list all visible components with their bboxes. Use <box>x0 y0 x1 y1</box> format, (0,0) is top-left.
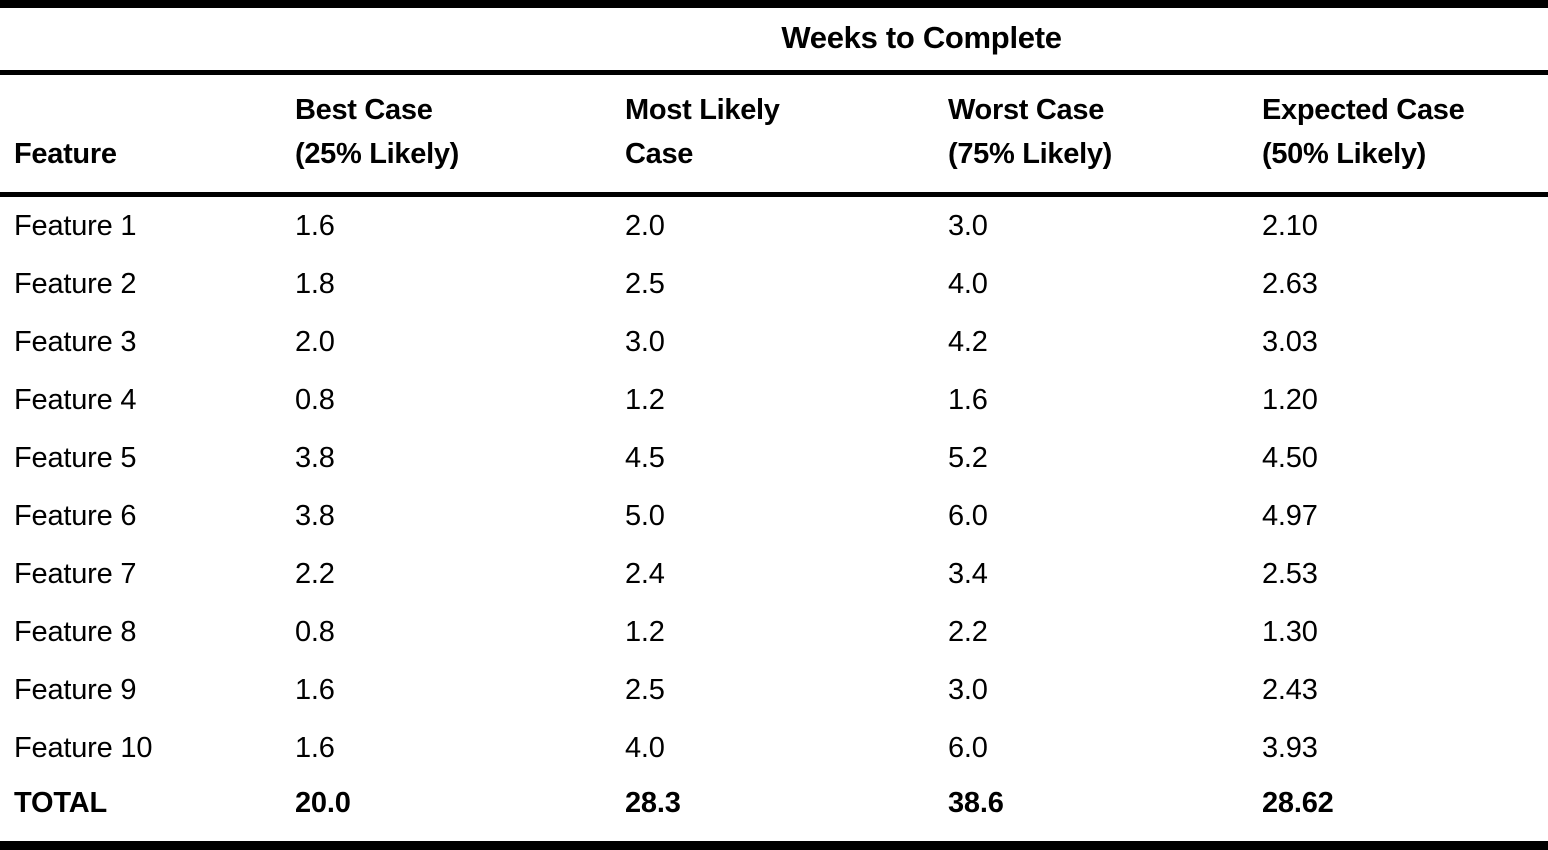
value-cell: 1.2 <box>625 383 665 416</box>
value-cell: 2.10 <box>1262 209 1318 242</box>
value-cell: 3.93 <box>1262 731 1318 764</box>
value-cell: 3.8 <box>295 499 335 532</box>
column-header-label: Expected Case <box>1262 94 1465 126</box>
value-cell: 2.5 <box>625 267 665 300</box>
column-header-sublabel: (50% Likely) <box>1262 137 1427 170</box>
feature-label: Feature 5 <box>14 441 137 474</box>
value-cell: 1.8 <box>295 267 335 300</box>
value-cell: 1.30 <box>1262 615 1318 648</box>
value-cell: 5.0 <box>625 499 665 532</box>
value-cell: 28.3 <box>625 777 948 850</box>
feature-label: Feature 7 <box>14 557 137 590</box>
value-cell: 6.0 <box>948 499 988 532</box>
value-cell: 2.2 <box>295 557 335 590</box>
column-header-label: Best Case <box>295 94 433 126</box>
value-cell: 1.6 <box>295 731 335 764</box>
value-cell: 4.97 <box>1262 499 1318 532</box>
value-cell: 1.2 <box>625 615 665 648</box>
total-label: TOTAL <box>0 777 295 850</box>
value-cell: 3.0 <box>625 325 665 358</box>
value-cell: 1.6 <box>295 209 335 242</box>
column-header-most-likely-case: Most Likely Case <box>625 72 948 197</box>
feature-label: Feature 9 <box>14 673 137 706</box>
column-header-row: Feature Best Case (25% Likely) Most Like… <box>0 72 1548 197</box>
value-cell: 2.63 <box>1262 267 1318 300</box>
table-row: Feature 8 0.8 1.2 2.2 1.30 <box>0 603 1548 661</box>
value-cell: 1.6 <box>948 383 988 416</box>
value-cell: 4.0 <box>625 731 665 764</box>
column-header-label: Feature <box>14 137 117 170</box>
table-title-row: Weeks to Complete <box>0 0 1548 75</box>
column-header-worst-case: Worst Case (75% Likely) <box>948 72 1262 197</box>
value-cell: 3.0 <box>948 673 988 706</box>
table-row: Feature 4 0.8 1.2 1.6 1.20 <box>0 371 1548 429</box>
value-cell: 4.2 <box>948 325 988 358</box>
feature-label: Feature 8 <box>14 615 137 648</box>
column-header-label: Worst Case <box>948 94 1105 126</box>
feature-label: Feature 10 <box>14 731 153 764</box>
value-cell: 2.2 <box>948 615 988 648</box>
value-cell: 2.0 <box>625 209 665 242</box>
column-header-feature: Feature <box>0 72 295 197</box>
value-cell: 1.20 <box>1262 383 1318 416</box>
table-row: Feature 2 1.8 2.5 4.0 2.63 <box>0 255 1548 313</box>
value-cell: 28.62 <box>1262 777 1548 850</box>
value-cell: 6.0 <box>948 731 988 764</box>
value-cell: 4.50 <box>1262 441 1318 474</box>
value-cell: 1.6 <box>295 673 335 706</box>
table-total-row: TOTAL 20.0 28.3 38.6 28.62 <box>0 777 1548 850</box>
table-body: Feature 1 1.6 2.0 3.0 2.10 Feature 2 1.8 2.5 4.0… <box>0 195 1548 850</box>
value-cell: 2.53 <box>1262 557 1318 590</box>
feature-label: Feature 6 <box>14 499 137 532</box>
value-cell: 3.03 <box>1262 325 1318 358</box>
value-cell: 38.6 <box>948 777 1262 850</box>
feature-label: Feature 2 <box>14 267 137 300</box>
value-cell: 2.43 <box>1262 673 1318 706</box>
column-header-expected-case: Expected Case (50% Likely) <box>1262 72 1548 197</box>
table-row: Feature 9 1.6 2.5 3.0 2.43 <box>0 661 1548 719</box>
column-header-sublabel: (75% Likely) <box>948 137 1113 170</box>
column-header-label: Most Likely <box>625 94 780 126</box>
value-cell: 3.4 <box>948 557 988 590</box>
table-row: Feature 1 1.6 2.0 3.0 2.10 <box>0 195 1548 256</box>
title-row-spacer <box>0 0 295 75</box>
column-header-best-case: Best Case (25% Likely) <box>295 72 625 197</box>
value-cell: 20.0 <box>295 777 625 850</box>
value-cell: 0.8 <box>295 383 335 416</box>
column-header-sublabel: Case <box>625 137 694 170</box>
feature-label: Feature 4 <box>14 383 137 416</box>
value-cell: 3.0 <box>948 209 988 242</box>
table-row: Feature 3 2.0 3.0 4.2 3.03 <box>0 313 1548 371</box>
value-cell: 4.0 <box>948 267 988 300</box>
value-cell: 0.8 <box>295 615 335 648</box>
table-row: Feature 6 3.8 5.0 6.0 4.97 <box>0 487 1548 545</box>
value-cell: 4.5 <box>625 441 665 474</box>
value-cell: 5.2 <box>948 441 988 474</box>
feature-label: Feature 3 <box>14 325 137 358</box>
value-cell: 2.0 <box>295 325 335 358</box>
table-row: Feature 7 2.2 2.4 3.4 2.53 <box>0 545 1548 603</box>
value-cell: 3.8 <box>295 441 335 474</box>
table-row: Feature 10 1.6 4.0 6.0 3.93 <box>0 719 1548 777</box>
column-header-sublabel: (25% Likely) <box>295 137 460 170</box>
value-cell: 2.5 <box>625 673 665 706</box>
table-title: Weeks to Complete <box>295 0 1548 75</box>
value-cell: 2.4 <box>625 557 665 590</box>
feature-label: Feature 1 <box>14 209 137 242</box>
table-row: Feature 5 3.8 4.5 5.2 4.50 <box>0 429 1548 487</box>
